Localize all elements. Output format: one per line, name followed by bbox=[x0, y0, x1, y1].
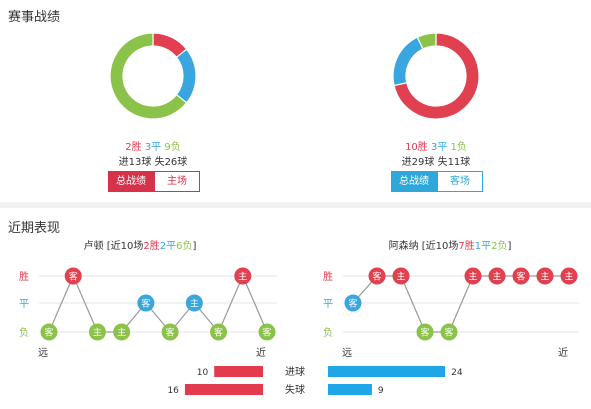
match-point-win[interactable] bbox=[234, 267, 252, 285]
left-conceded-bar-value: 16 bbox=[167, 386, 179, 396]
right-team-name: 阿森纳 bbox=[388, 241, 419, 252]
venue-label: 客 bbox=[44, 327, 53, 339]
venue-label: 主 bbox=[468, 271, 477, 283]
donut-slice-draw bbox=[392, 36, 424, 87]
venue-label: 客 bbox=[69, 271, 78, 283]
left-record-line: 2胜 3平 9负 bbox=[103, 138, 203, 153]
left-scored-bar-value: 10 bbox=[197, 368, 209, 378]
match-point-loss[interactable] bbox=[416, 323, 434, 341]
match-point-loss[interactable] bbox=[440, 323, 458, 341]
left-donut-chart bbox=[109, 32, 197, 120]
match-point-win[interactable] bbox=[488, 267, 506, 285]
match-point-loss[interactable] bbox=[210, 323, 228, 341]
right-conceded-bar bbox=[328, 384, 372, 395]
venue-label: 主 bbox=[190, 298, 199, 310]
recent-form-panel: 近期表现 卢顿 [近10场2胜2平6负] 阿森纳 [近10场7胜1平2负] 胜平… bbox=[0, 208, 591, 409]
tab-total-record[interactable]: 总战绩 bbox=[108, 171, 154, 192]
left-form-summary: 卢顿 [近10场2胜2平6负] bbox=[83, 241, 197, 252]
left-draw-count: 3平 bbox=[144, 142, 162, 153]
left-goals-line: 进13球 失26球 bbox=[118, 157, 188, 168]
match-point-win[interactable] bbox=[560, 267, 578, 285]
venue-label: 客 bbox=[372, 271, 381, 283]
venue-label: 主 bbox=[93, 327, 102, 339]
venue-label: 客 bbox=[444, 327, 453, 339]
venue-label: 客 bbox=[420, 327, 429, 339]
venue-label: 主 bbox=[564, 271, 573, 283]
right-goals-line: 进29球 失11球 bbox=[401, 157, 471, 168]
match-point-loss[interactable] bbox=[40, 323, 58, 341]
match-point-win[interactable] bbox=[392, 267, 410, 285]
donut-slice-draw bbox=[175, 48, 197, 104]
match-point-win[interactable] bbox=[512, 267, 530, 285]
match-point-draw[interactable] bbox=[137, 294, 155, 312]
match-point-loss[interactable] bbox=[113, 323, 131, 341]
left-team-name: 卢顿 bbox=[83, 241, 104, 252]
axis-near-label: 近 bbox=[256, 346, 266, 359]
match-point-win[interactable] bbox=[536, 267, 554, 285]
donut-slice-loss bbox=[109, 32, 188, 120]
axis-label-draw: 平 bbox=[19, 299, 29, 310]
axis-near-label: 近 bbox=[558, 346, 568, 359]
donut-slice-win bbox=[393, 32, 480, 120]
axis-label-draw: 平 bbox=[323, 299, 333, 310]
right-record-line: 10胜 3平 1负 bbox=[386, 138, 486, 153]
left-filter-tabs: 总战绩 主场 bbox=[108, 171, 200, 192]
right-scored-bar bbox=[328, 366, 446, 377]
match-point-win[interactable] bbox=[368, 267, 386, 285]
venue-label: 主 bbox=[540, 271, 549, 283]
match-point-loss[interactable] bbox=[88, 323, 106, 341]
match-point-draw[interactable] bbox=[344, 294, 362, 312]
right-donut-chart bbox=[392, 32, 480, 120]
venue-label: 客 bbox=[166, 327, 175, 339]
match-point-loss[interactable] bbox=[161, 323, 179, 341]
conceded-label: 失球 bbox=[285, 383, 305, 396]
venue-label: 客 bbox=[214, 327, 223, 339]
axis-label-win: 胜 bbox=[323, 271, 333, 283]
axis-label-loss: 负 bbox=[323, 326, 333, 339]
right-form-summary: 阿森纳 [近10场7胜1平2负] bbox=[388, 241, 512, 252]
axis-label-loss: 负 bbox=[19, 326, 29, 339]
venue-label: 客 bbox=[516, 271, 525, 283]
match-point-win[interactable] bbox=[464, 267, 482, 285]
right-draw-count: 3平 bbox=[430, 142, 448, 153]
venue-label: 主 bbox=[117, 327, 126, 339]
right-win-count: 10胜 bbox=[405, 142, 428, 153]
tab-away[interactable]: 客场 bbox=[437, 171, 483, 192]
match-point-draw[interactable] bbox=[185, 294, 203, 312]
venue-label: 客 bbox=[262, 327, 271, 339]
venue-label: 客 bbox=[348, 298, 357, 310]
axis-far-label: 远 bbox=[342, 347, 352, 359]
axis-label-win: 胜 bbox=[19, 271, 29, 283]
venue-label: 主 bbox=[492, 271, 501, 283]
form-line bbox=[48, 274, 268, 334]
tab-home[interactable]: 主场 bbox=[154, 171, 200, 192]
venue-label: 客 bbox=[141, 298, 150, 310]
donut-slice-loss bbox=[416, 32, 437, 50]
axis-far-label: 远 bbox=[38, 347, 48, 359]
left-win-count: 2胜 bbox=[125, 142, 142, 153]
right-loss-count: 1负 bbox=[450, 142, 467, 153]
right-scored-bar-value: 24 bbox=[451, 368, 463, 378]
left-conceded-bar bbox=[184, 384, 263, 395]
form-charts: 胜平负 客客主 主客客主客主客远近 胜平负客客 主客 客主主客主主远近 1016249进… bbox=[19, 267, 579, 396]
tab-total-record[interactable]: 总战绩 bbox=[391, 171, 437, 192]
section-title: 近期表现 bbox=[8, 221, 61, 236]
scored-label: 进球 bbox=[285, 365, 305, 378]
match-point-loss[interactable] bbox=[258, 323, 276, 341]
right-filter-tabs: 总战绩 客场 bbox=[391, 171, 483, 192]
venue-label: 主 bbox=[238, 271, 247, 283]
left-scored-bar bbox=[214, 366, 263, 377]
left-loss-count: 9负 bbox=[164, 142, 181, 153]
section-title: 赛事战绩 bbox=[8, 10, 61, 25]
season-record-panel: 赛事战绩 2胜 3平 9负 进13球 失26球 总战绩 主场 10胜 3平 1负… bbox=[0, 0, 591, 202]
venue-label: 主 bbox=[396, 271, 405, 283]
right-conceded-bar-value: 9 bbox=[378, 386, 384, 396]
form-line bbox=[352, 275, 569, 333]
match-point-win[interactable] bbox=[64, 267, 82, 285]
